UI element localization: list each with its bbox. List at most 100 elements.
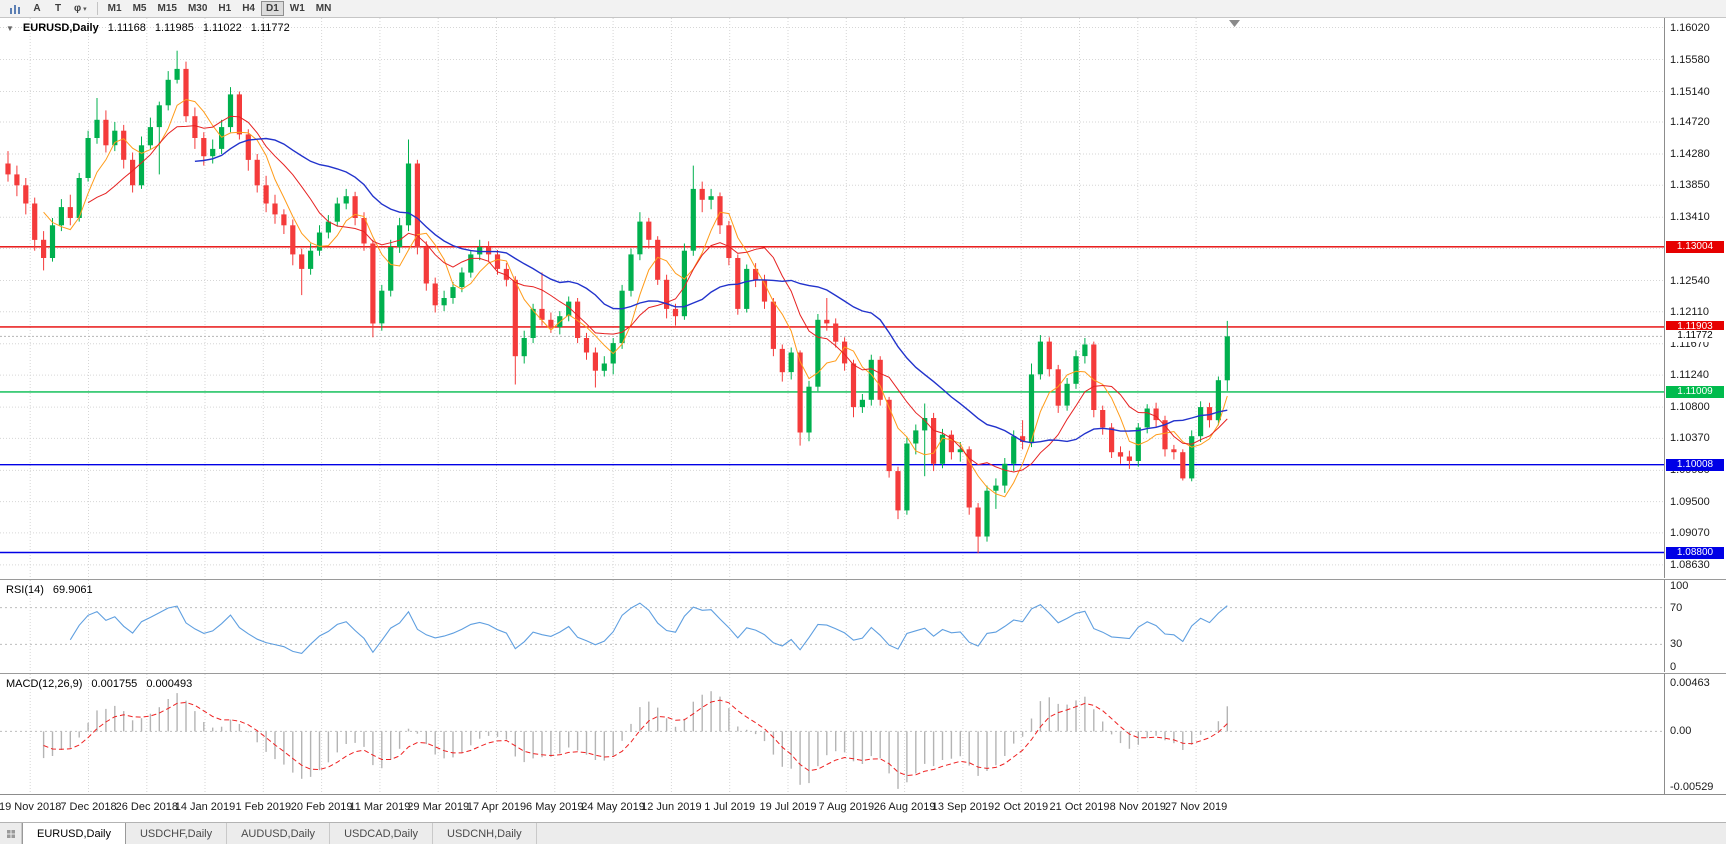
timeframe-button-mn[interactable]: MN xyxy=(315,3,332,14)
macd-histogram xyxy=(42,691,1229,789)
date-label: 2 Oct 2019 xyxy=(994,801,1049,813)
price-badge: 1.11903 xyxy=(1666,320,1724,333)
price-tick-label: 1.08630 xyxy=(1670,558,1710,571)
price-tick-label: 1.12540 xyxy=(1670,274,1710,287)
timeframe-button-d1[interactable]: D1 xyxy=(260,1,284,16)
macd-tick-label: 0.00463 xyxy=(1670,677,1710,690)
date-label: 19 Jul 2019 xyxy=(759,801,817,813)
toolbar: A T φ ▾ M1 M5 M15 M30 H1 H4 D1 W1 MN xyxy=(0,0,1726,18)
chart-region: 1.16020 1.15580 1.15140 1.14720 1.14280 1.138… xyxy=(0,18,1726,822)
horizontal-level-lines xyxy=(0,246,1664,554)
timeframe-button-m5[interactable]: M5 xyxy=(132,3,147,14)
date-label: 11 Mar 2019 xyxy=(349,801,411,813)
ohlc-close: 1.11772 xyxy=(250,22,290,34)
timeframe-button-h1[interactable]: H1 xyxy=(218,3,232,14)
date-label: 12 Jun 2019 xyxy=(641,801,702,813)
date-label: 24 May 2019 xyxy=(581,801,645,813)
moving-averages xyxy=(43,98,1228,498)
date-label: 21 Oct 2019 xyxy=(1049,801,1110,813)
rsi-tick-label: 70 xyxy=(1670,601,1683,614)
price-tick-label: 1.12110 xyxy=(1670,305,1709,318)
rsi-line xyxy=(69,602,1228,655)
rsi-tick-label: 30 xyxy=(1670,638,1683,651)
timeframe-button-m1[interactable]: M1 xyxy=(107,3,122,14)
chart-tab-usdcnh[interactable]: USDCNH,Daily xyxy=(433,823,537,844)
date-label: 26 Aug 2019 xyxy=(873,801,936,813)
rsi-label: RSI(14) 69.9061 xyxy=(6,584,93,596)
price-tick-label: 1.14280 xyxy=(1670,148,1710,160)
macd-tick-label: -0.00529 xyxy=(1670,780,1714,793)
rsi-plot[interactable] xyxy=(0,580,1664,672)
timeframe-button-m30[interactable]: M30 xyxy=(187,3,208,14)
timeframe-button-m15[interactable]: M15 xyxy=(157,3,177,14)
date-label: 1 Jul 2019 xyxy=(704,801,756,813)
date-label: 19 Nov 2018 xyxy=(0,801,62,813)
price-badge: 1.11009 xyxy=(1666,385,1724,398)
macd-signal-line xyxy=(43,699,1228,777)
main-chart-plot[interactable] xyxy=(0,18,1664,578)
fibonacci-tool-button[interactable]: φ ▾ xyxy=(69,1,92,16)
price-badge: 1.08800 xyxy=(1666,546,1724,559)
date-label: 8 Nov 2019 xyxy=(1109,801,1166,813)
chart-title: ▼ EURUSD,Daily 1.11168 1.11985 1.11022 1… xyxy=(6,22,290,34)
chart-tab-usdchf[interactable]: USDCHF,Daily xyxy=(126,823,228,844)
vertical-gridlines xyxy=(29,580,1197,672)
date-label: 7 Aug 2019 xyxy=(818,801,875,813)
rsi-axis[interactable]: 100 70 30 0 xyxy=(1664,580,1726,673)
price-tick-label: 1.13410 xyxy=(1670,211,1710,224)
window-grid-icon xyxy=(6,829,15,838)
time-axis[interactable]: 19 Nov 2018 7 Dec 2018 26 Dec 2018 14 Jan 2… xyxy=(0,794,1726,822)
pane-separator[interactable] xyxy=(0,579,1726,580)
price-tick-label: 1.14720 xyxy=(1670,116,1710,128)
ohlc-high: 1.11985 xyxy=(154,22,194,34)
chart-tab-usdcad[interactable]: USDCAD,Daily xyxy=(330,823,434,844)
date-label: 17 Apr 2019 xyxy=(466,801,527,813)
timeframe-group: M1 M5 M15 M30 H1 H4 D1 W1 MN xyxy=(103,1,337,16)
collapse-caret-icon[interactable]: ▼ xyxy=(6,23,14,33)
chart-symbol-label: EURUSD,Daily xyxy=(22,22,99,34)
macd-axis[interactable]: 0.00463 0.00 -0.00529 xyxy=(1664,674,1726,794)
timeframe-button-w1[interactable]: W1 xyxy=(289,3,305,14)
main-chart-pane: 1.16020 1.15580 1.15140 1.14720 1.14280 1.138… xyxy=(0,18,1726,578)
candlesticks xyxy=(5,50,1230,554)
chart-tab-audusd[interactable]: AUDUSD,Daily xyxy=(227,823,331,844)
macd-tick-label: 0.00 xyxy=(1670,725,1692,738)
rsi-title: RSI(14) xyxy=(6,584,44,596)
macd-signal-value: 0.000493 xyxy=(146,678,193,690)
vertical-gridlines xyxy=(29,674,1197,794)
chart-tab-bar: EURUSD,Daily USDCHF,Daily AUDUSD,Daily USDC… xyxy=(0,822,1726,844)
tool-t-button[interactable]: T xyxy=(54,3,62,14)
fibonacci-icon: φ xyxy=(74,3,82,14)
price-tick-label: 1.15580 xyxy=(1670,53,1710,66)
rsi-pane: 100 70 30 0 RSI(14) 69.9061 xyxy=(0,580,1726,673)
timeframe-button-h4[interactable]: H4 xyxy=(242,3,255,14)
tab-bar-corner[interactable] xyxy=(0,823,22,844)
price-axis[interactable]: 1.16020 1.15580 1.15140 1.14720 1.14280 1.138… xyxy=(1664,18,1726,578)
bar-chart-icon xyxy=(10,4,20,14)
price-tick-label: 1.10800 xyxy=(1670,401,1710,414)
price-badge: 1.13004 xyxy=(1666,240,1724,253)
ohlc-open: 1.11168 xyxy=(107,22,146,34)
macd-pane: 0.00463 0.00 -0.00529 MACD(12,26,9) 0.0017… xyxy=(0,674,1726,794)
chart-tab-eurusd[interactable]: EURUSD,Daily xyxy=(22,823,126,844)
pane-separator[interactable] xyxy=(0,673,1726,674)
macd-label: MACD(12,26,9) 0.001755 0.000493 xyxy=(6,678,192,690)
date-label: 7 Dec 2018 xyxy=(60,801,117,813)
price-badge: 1.11772 xyxy=(1666,330,1724,343)
date-label: 20 Feb 2019 xyxy=(290,801,353,813)
toolbar-separator xyxy=(96,2,98,15)
date-label: 26 Dec 2018 xyxy=(115,801,178,813)
macd-plot[interactable] xyxy=(0,674,1664,794)
price-tick-label: 1.15140 xyxy=(1670,85,1710,98)
chart-mode-button[interactable] xyxy=(4,1,26,16)
date-label: 13 Sep 2019 xyxy=(931,801,995,813)
macd-title: MACD(12,26,9) xyxy=(6,678,83,690)
dropdown-caret-icon: ▾ xyxy=(83,5,87,13)
price-badge: 1.10008 xyxy=(1666,458,1724,471)
price-tick-label: 1.11240 xyxy=(1670,369,1709,382)
macd-main-value: 0.001755 xyxy=(91,678,138,690)
price-tick-label: 1.13850 xyxy=(1670,179,1710,192)
date-label: 27 Nov 2019 xyxy=(1164,801,1228,813)
tool-a-button[interactable]: A xyxy=(33,3,41,14)
date-label: 1 Feb 2019 xyxy=(235,801,292,813)
